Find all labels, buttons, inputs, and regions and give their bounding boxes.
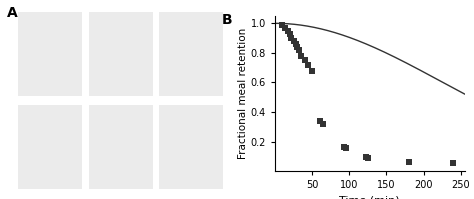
Point: [292, 42, 300, 46]
Point: [340, 146, 348, 149]
Point: [288, 36, 295, 40]
Bar: [89, 105, 153, 189]
Point: [282, 26, 289, 29]
Point: [293, 45, 301, 49]
Point: [290, 39, 297, 43]
Point: [305, 63, 312, 66]
Point: [279, 23, 286, 26]
Text: B: B: [222, 13, 232, 27]
Point: [284, 29, 292, 32]
X-axis label: Time (min): Time (min): [339, 196, 400, 199]
Point: [297, 54, 305, 58]
Point: [362, 155, 369, 159]
Point: [364, 157, 372, 160]
Point: [342, 147, 349, 150]
Point: [449, 161, 457, 165]
Point: [308, 69, 316, 72]
Bar: [159, 12, 223, 96]
Y-axis label: Fractional meal retention: Fractional meal retention: [238, 28, 248, 159]
Text: A: A: [7, 6, 18, 20]
Point: [295, 48, 302, 52]
Point: [316, 119, 323, 122]
Bar: [18, 105, 82, 189]
Point: [405, 160, 412, 163]
Bar: [159, 105, 223, 189]
Point: [319, 122, 327, 125]
Point: [301, 59, 309, 62]
Bar: [89, 12, 153, 96]
Bar: [18, 12, 82, 96]
Point: [286, 32, 293, 35]
